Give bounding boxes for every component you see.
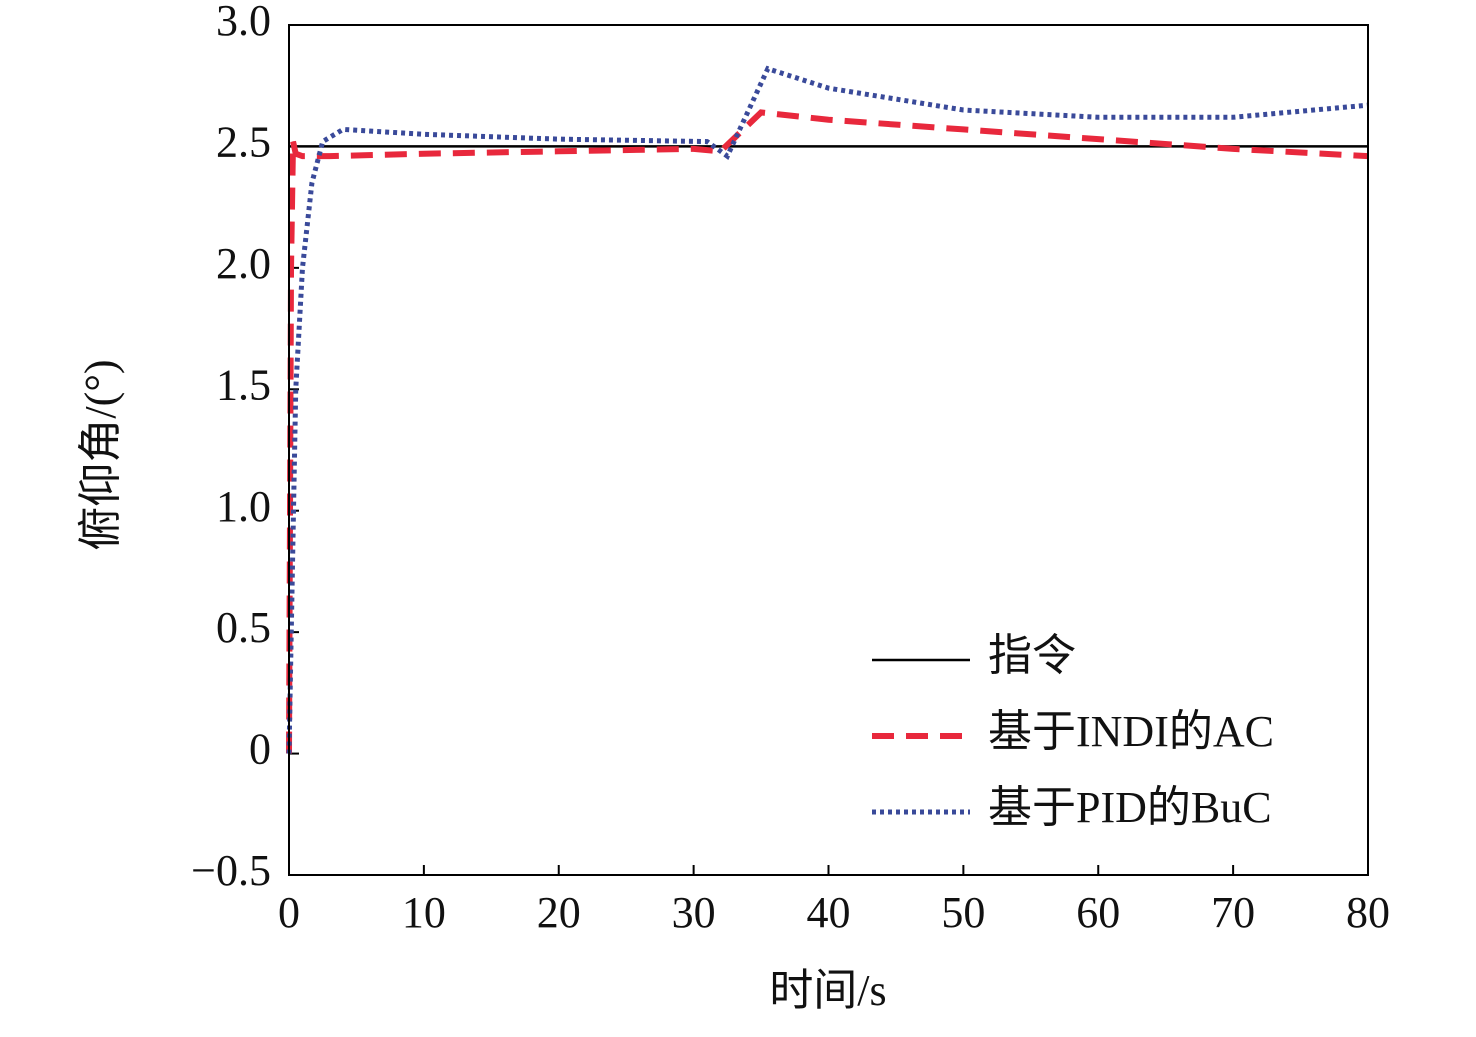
y-tick-label: 0.5 xyxy=(216,603,271,652)
x-tick-label: 30 xyxy=(672,888,716,937)
y-tick-label: 2.0 xyxy=(216,239,271,288)
x-axis-label: 时间/s xyxy=(769,966,886,1015)
x-tick-label: 20 xyxy=(537,888,581,937)
legend-label: 基于INDI的AC xyxy=(988,707,1274,756)
y-tick-label: −0.5 xyxy=(191,846,271,895)
x-tick-label: 60 xyxy=(1076,888,1120,937)
y-tick-label: 2.5 xyxy=(216,118,271,167)
y-tick-label: 0 xyxy=(249,725,271,774)
x-tick-label: 40 xyxy=(807,888,851,937)
plot-frame xyxy=(288,24,1369,876)
y-tick-label: 1.0 xyxy=(216,482,271,531)
y-tick-label: 1.5 xyxy=(216,360,271,409)
series-line xyxy=(286,109,1369,754)
x-tick-label: 10 xyxy=(402,888,446,937)
x-tick-label: 70 xyxy=(1211,888,1255,937)
series-line xyxy=(286,65,1369,754)
x-tick-label: 80 xyxy=(1346,888,1390,937)
y-tick-label: 3.0 xyxy=(216,0,271,45)
x-tick-label: 50 xyxy=(941,888,985,937)
legend-label: 基于PID的BuC xyxy=(988,783,1272,832)
y-axis-label: 俯仰角/(°) xyxy=(76,359,125,550)
x-tick-label: 0 xyxy=(278,888,300,937)
legend-label: 指令 xyxy=(988,631,1076,680)
